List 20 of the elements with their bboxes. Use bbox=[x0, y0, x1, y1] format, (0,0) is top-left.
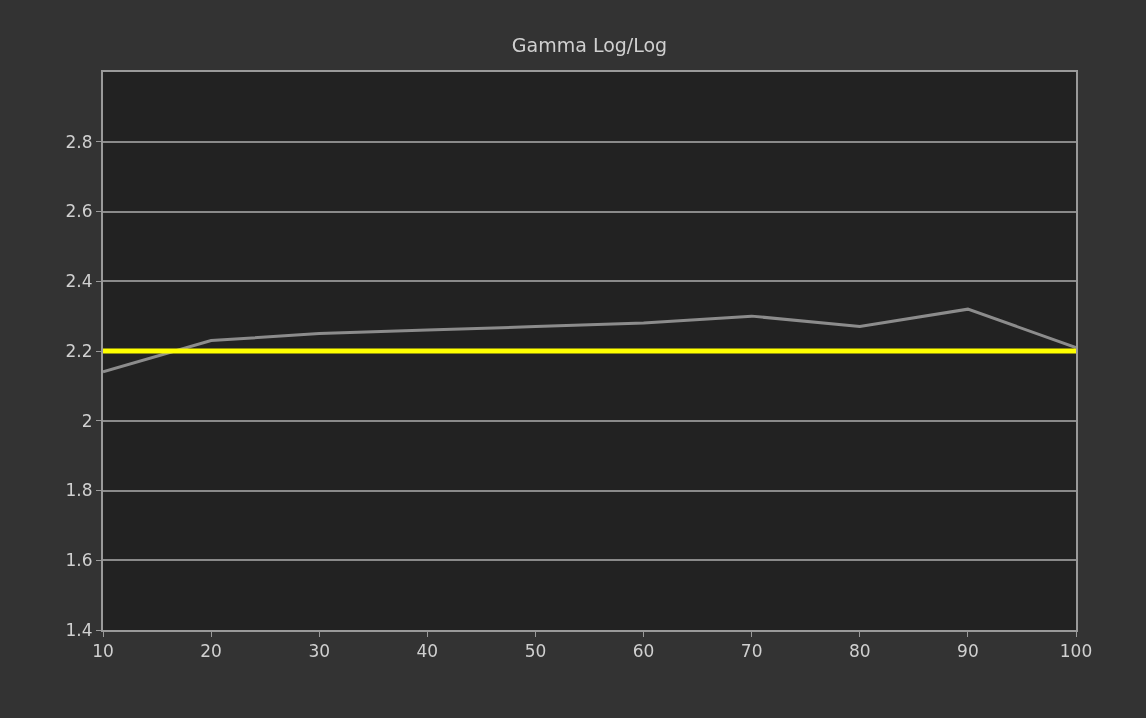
x-tick-label: 40 bbox=[416, 641, 439, 662]
x-tick-label: 50 bbox=[524, 641, 547, 662]
x-tick-label: 90 bbox=[957, 641, 979, 662]
x-tick-label: 100 bbox=[1059, 641, 1093, 662]
x-tick-label: 30 bbox=[308, 641, 331, 662]
y-tick-label: 1.8 bbox=[65, 480, 93, 501]
y-tick-label: 2.2 bbox=[65, 340, 93, 361]
x-tick-label: 60 bbox=[632, 641, 655, 662]
x-tick-label: 10 bbox=[92, 641, 114, 662]
y-tick-label: 1.4 bbox=[65, 619, 93, 640]
x-tick-label: 70 bbox=[740, 641, 763, 662]
y-tick-label: 1.6 bbox=[65, 550, 93, 571]
chart-title: Gamma Log/Log bbox=[511, 34, 668, 56]
line-series bbox=[103, 307, 1076, 374]
y-tick-label: 2.4 bbox=[65, 271, 93, 292]
x-tick-label: 20 bbox=[200, 641, 222, 662]
x-tick-label: 80 bbox=[848, 641, 871, 662]
y-tick-label: 2.8 bbox=[65, 131, 93, 152]
y-tick-label: 2.6 bbox=[65, 201, 93, 222]
y-tick-label: 2 bbox=[81, 410, 93, 431]
